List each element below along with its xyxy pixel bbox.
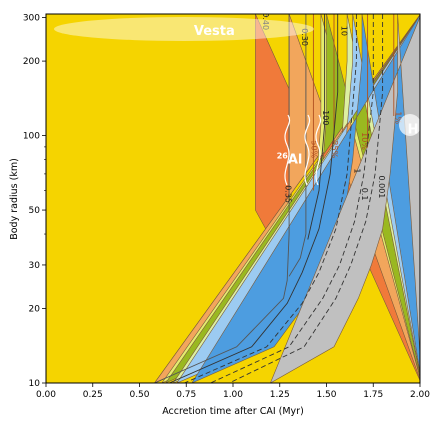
contour-line [154, 14, 290, 383]
contour-label: 1% [394, 111, 403, 124]
y-tick-label: 50 [29, 206, 41, 216]
al26-label: 26Al [277, 152, 303, 168]
al26-text: Al [288, 153, 303, 168]
y-axis-label: Body radius (km) [9, 158, 20, 240]
x-tick-label: 1.00 [223, 390, 243, 400]
x-axis-label: Accretion time after CAI (Myr) [162, 406, 304, 417]
vesta-label: Vesta [194, 24, 235, 39]
y-tick-label: 300 [23, 14, 40, 24]
region-area [270, 14, 420, 383]
y-tick-label: 30 [29, 261, 41, 271]
y-axis: 10 20 30 50 100 200 300 [23, 14, 46, 389]
heat-wave-arrow [304, 114, 310, 186]
contour-label: 25% [330, 140, 339, 158]
contour-line [184, 14, 357, 383]
contour-label: 0.1 [360, 188, 369, 201]
contour-line [229, 14, 384, 383]
contour-label: 0.001 [377, 175, 386, 198]
y-tick-label: 100 [23, 132, 40, 142]
contour-label: 50% [310, 140, 319, 158]
x-tick-label: 0.00 [36, 390, 56, 400]
contour-label: 0.30 [300, 28, 309, 46]
contour-label: 0.35 [283, 185, 292, 203]
x-tick-label: 1.75 [363, 390, 383, 400]
contour-label: 10 [339, 26, 348, 36]
heat-wave-arrow [315, 114, 321, 186]
contour-label: 1 [353, 168, 362, 173]
y-tick-label: 10 [29, 379, 41, 389]
x-axis: 0.00 0.25 0.50 0.75 1.00 1.25 1.50 1.75 2.00 [36, 383, 430, 400]
contour-line [288, 14, 307, 277]
al26-annotation: 26Al [277, 114, 321, 186]
x-tick-label: 1.50 [316, 390, 336, 400]
y-tick-label: 20 [29, 305, 41, 315]
contour-label: 10% [360, 132, 369, 150]
h-label: H [408, 122, 419, 137]
heat-wave-arrow [284, 114, 290, 186]
contour-line [169, 14, 339, 383]
vesta-marker [54, 17, 314, 41]
contour-line [307, 14, 326, 240]
x-tick-label: 0.75 [176, 390, 196, 400]
contours-layer: 0.35 0.40 0.30 50% 100 25% 10 1 10% 0.1 0.001 1% [154, 12, 403, 383]
h-marker [399, 114, 420, 136]
al26-superscript: 26 [277, 152, 289, 161]
contour-line [210, 14, 374, 383]
contour-label: 0.40 [261, 12, 270, 30]
x-tick-label: 1.25 [270, 390, 290, 400]
x-tick-label: 0.50 [129, 390, 149, 400]
y-tick-label: 200 [23, 57, 40, 67]
contour-label: 100 [321, 110, 330, 125]
x-tick-label: 2.00 [410, 390, 430, 400]
annotations-layer: Vesta H 26Al [54, 17, 420, 186]
x-tick-label: 0.25 [83, 390, 103, 400]
